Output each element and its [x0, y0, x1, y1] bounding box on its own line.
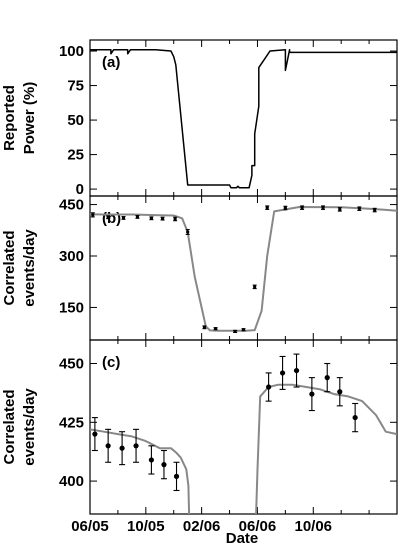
data-point	[300, 206, 304, 210]
data-point	[186, 230, 190, 234]
data-point	[213, 327, 218, 331]
y-tick-label: 50	[67, 112, 84, 129]
plot-area	[90, 205, 397, 334]
data-point	[91, 213, 95, 217]
panel-b: 150 300 450 (b) Correlated events/day	[1, 195, 398, 341]
model-curve	[90, 428, 191, 514]
data-point	[309, 391, 315, 397]
data-point	[321, 206, 325, 210]
panel-a: 0 25 50 75 100 (a) Reported Power (%)	[1, 39, 398, 198]
data-point	[293, 367, 300, 374]
panel-tag: (a)	[102, 54, 120, 71]
y-tick-label: 400	[59, 473, 84, 490]
y-axis-label: Correlated	[1, 230, 18, 305]
model-curve	[255, 383, 397, 514]
data-point	[265, 206, 269, 210]
data-point	[373, 208, 377, 212]
data-point	[160, 217, 165, 221]
data-point	[352, 414, 358, 421]
y-tick-label: 150	[59, 299, 84, 316]
data-point	[121, 216, 126, 220]
panel-tag: (c)	[102, 354, 120, 371]
x-tick-label: 10/05	[127, 518, 165, 535]
y-tick-label: 0	[76, 181, 84, 198]
plot-frame	[89, 39, 398, 197]
y-tick-label: 450	[59, 197, 84, 214]
data-point	[92, 431, 98, 437]
y-axis-label: Power (%)	[21, 82, 38, 155]
data-point	[253, 285, 257, 289]
y-tick-label: 300	[59, 248, 84, 265]
data-point	[106, 215, 110, 219]
y-axis-label: Correlated	[1, 389, 18, 464]
plot-frame	[89, 339, 398, 515]
x-axis-label: Date	[226, 530, 259, 547]
panel-c: 400 425 450 (c) Correlated events/day	[1, 339, 398, 515]
plot-area	[90, 353, 397, 514]
data-point	[337, 389, 343, 395]
y-axis-label: events/day	[21, 229, 38, 307]
data-point	[233, 329, 237, 334]
y-axis-label: Reported	[1, 85, 18, 151]
power-series-line	[90, 48, 397, 189]
plot-area	[90, 48, 397, 189]
x-tick-label: 02/06	[183, 518, 221, 535]
y-tick-label: 25	[67, 147, 84, 164]
x-tick-label: 06/05	[71, 518, 109, 535]
data-point	[241, 328, 246, 332]
x-tick-label: 06/06	[239, 518, 277, 535]
y-tick-label: 425	[59, 414, 84, 431]
data-point	[133, 443, 139, 449]
data-point	[279, 370, 286, 376]
data-point	[149, 216, 153, 220]
data-point	[324, 375, 330, 381]
data-point	[161, 462, 167, 468]
data-point	[119, 445, 125, 451]
data-point	[202, 325, 207, 329]
data-point	[173, 217, 177, 221]
data-point	[135, 215, 140, 219]
y-axis-label: events/day	[21, 388, 38, 466]
data-point	[266, 384, 272, 390]
data-point	[338, 207, 342, 211]
x-tick-label: 10/06	[294, 518, 332, 535]
model-curve	[90, 206, 397, 332]
data-point	[173, 473, 180, 479]
data-point	[357, 207, 361, 211]
panel-tag: (b)	[102, 210, 121, 227]
y-tick-label: 75	[67, 78, 84, 95]
y-tick-label: 100	[59, 43, 84, 60]
y-tick-label: 450	[59, 356, 84, 373]
data-point	[283, 206, 287, 210]
data-point	[148, 457, 154, 463]
data-point	[105, 443, 111, 449]
